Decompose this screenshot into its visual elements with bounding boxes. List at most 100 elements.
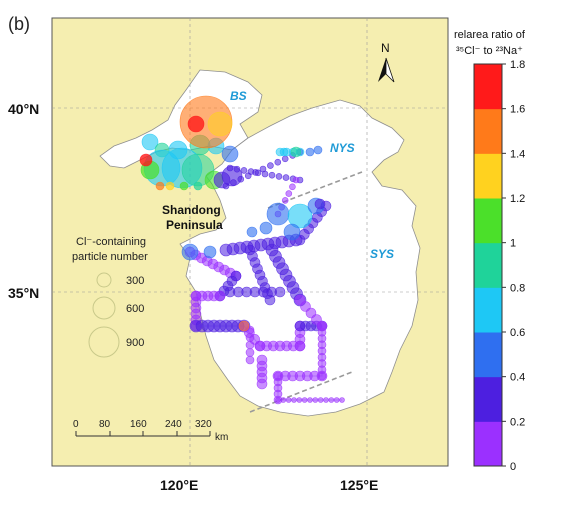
- particle-marker: [247, 168, 255, 175]
- particle-marker: [245, 340, 255, 350]
- sea-label-nys: NYS: [330, 141, 355, 155]
- particle-marker: [221, 165, 243, 187]
- scale-unit: km: [215, 432, 228, 443]
- particle-marker: [155, 181, 165, 191]
- particle-marker: [328, 397, 335, 403]
- particle-marker: [313, 145, 323, 155]
- panel-label: (b): [8, 14, 30, 34]
- particle-marker: [274, 158, 282, 166]
- colorbar-tick-label: 1.2: [510, 193, 525, 205]
- particle-marker: [294, 340, 306, 352]
- particle-marker: [339, 397, 345, 403]
- particle-marker: [323, 397, 329, 403]
- colorbar: relarea ratio of ³⁵Cl⁻ to ²³Na⁺ 1.81.61.…: [454, 29, 526, 473]
- colorbar-block: [474, 153, 502, 199]
- particle-marker: [283, 223, 301, 241]
- scale-tick-0: 0: [73, 419, 79, 430]
- particle-marker: [267, 162, 274, 169]
- colorbar-tick-label: 1: [510, 238, 516, 250]
- place-label-line1: Shandong: [162, 203, 221, 217]
- colorbar-block: [474, 64, 502, 110]
- lat-label-35: 35°N: [8, 285, 39, 301]
- size-legend-label-300: 300: [126, 275, 144, 287]
- size-legend-circle-900: [88, 326, 120, 358]
- size-legend-title-line1: Cl⁻-containing: [76, 236, 146, 248]
- lon-label-125: 125°E: [340, 477, 378, 493]
- particle-marker: [165, 181, 175, 191]
- colorbar-tick-label: 1.4: [510, 148, 525, 160]
- particle-marker: [203, 245, 217, 259]
- place-label-line2: Peninsula: [166, 218, 223, 232]
- colorbar-ticks: 1.8 1.6 1.4 1.2 1 0.8 0.6 0.4 0.2 0: [502, 59, 525, 473]
- particle-marker: [285, 190, 293, 197]
- particle-marker: [221, 145, 239, 163]
- colorbar-tick-label: 1.6: [510, 104, 525, 116]
- lat-label-40: 40°N: [8, 101, 39, 117]
- colorbar-title-line1: relarea ratio of: [454, 29, 526, 41]
- size-legend-title-line2: particle number: [72, 251, 148, 263]
- scale-tick-320: 320: [195, 419, 212, 430]
- colorbar-blocks: [474, 64, 502, 467]
- north-arrow-icon: N: [378, 41, 395, 83]
- particle-marker: [279, 147, 289, 157]
- scale-tick-160: 160: [130, 419, 147, 430]
- size-legend-circle-600: [92, 296, 116, 320]
- colorbar-block: [474, 376, 502, 422]
- particle-marker: [290, 146, 302, 158]
- particle-marker: [207, 111, 233, 137]
- particle-marker: [141, 133, 159, 151]
- particle-marker: [268, 171, 276, 179]
- colorbar-tick-label: 0.8: [510, 282, 525, 294]
- colorbar-tick-label: 0.6: [510, 327, 525, 339]
- particle-marker: [285, 397, 292, 403]
- particle-marker: [259, 221, 273, 235]
- size-legend: Cl⁻-containing particle number 300 600 9…: [72, 236, 148, 358]
- particle-marker: [312, 397, 319, 403]
- particle-marker: [139, 153, 153, 167]
- particle-marker: [245, 355, 255, 365]
- particle-marker: [214, 290, 226, 302]
- colorbar-tick-label: 0: [510, 461, 516, 473]
- colorbar-tick-label: 0.4: [510, 372, 525, 384]
- particle-marker: [275, 173, 283, 180]
- particle-marker: [289, 183, 296, 191]
- particle-markers: [139, 95, 345, 405]
- particle-marker: [238, 320, 250, 332]
- particle-marker: [305, 147, 315, 157]
- particle-marker: [274, 286, 286, 298]
- particle-marker: [287, 203, 313, 229]
- particle-marker: [246, 226, 258, 238]
- particle-marker: [254, 169, 262, 177]
- colorbar-block: [474, 198, 502, 244]
- particle-marker: [240, 167, 248, 174]
- particle-marker: [292, 176, 300, 184]
- particle-marker: [245, 333, 255, 342]
- scale-tick-80: 80: [99, 419, 111, 430]
- particle-marker: [245, 348, 255, 357]
- colorbar-block: [474, 287, 502, 333]
- particle-marker: [317, 397, 324, 403]
- particle-marker: [296, 397, 303, 403]
- particle-marker: [193, 181, 203, 191]
- particle-marker: [316, 320, 328, 332]
- size-legend-label-900: 900: [126, 337, 144, 349]
- size-legend-circle-300: [96, 272, 112, 288]
- particle-marker: [281, 155, 289, 163]
- particle-marker: [266, 202, 290, 226]
- particle-marker: [333, 397, 340, 403]
- colorbar-block: [474, 332, 502, 378]
- particle-marker: [281, 197, 289, 204]
- sea-label-sys: SYS: [370, 247, 394, 261]
- colorbar-tick-label: 0.2: [510, 416, 525, 428]
- colorbar-tick-label: 1.8: [510, 59, 525, 71]
- particle-marker: [179, 181, 189, 191]
- particle-marker: [291, 397, 297, 403]
- south-boundary: [249, 371, 353, 413]
- sea-label-bs: BS: [230, 89, 247, 103]
- particle-marker: [187, 115, 205, 133]
- colorbar-block: [474, 242, 502, 288]
- particle-marker: [256, 378, 268, 390]
- north-label: N: [381, 41, 390, 55]
- colorbar-outline: [473, 63, 503, 467]
